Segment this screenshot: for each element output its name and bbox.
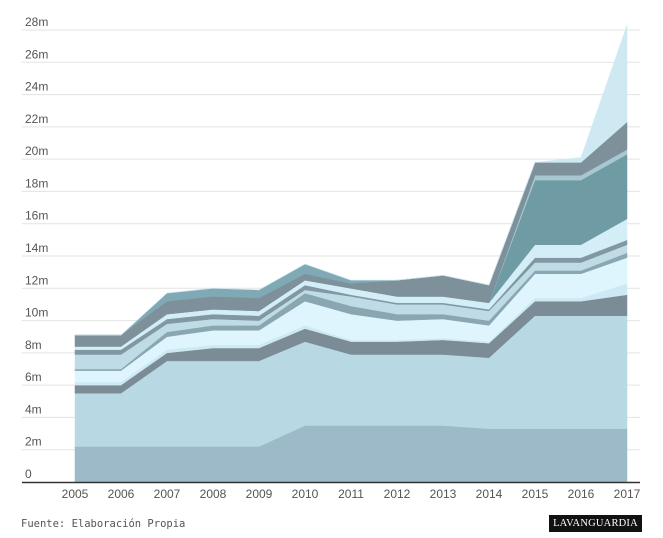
y-tick-label: 22m [25, 112, 48, 126]
x-tick-label: 2012 [384, 487, 411, 501]
y-tick-label: 0 [25, 467, 32, 481]
y-tick-label: 6m [25, 370, 42, 384]
y-tick-label: 8m [25, 338, 42, 352]
y-tick-label: 16m [25, 209, 48, 223]
y-tick-label: 2m [25, 435, 42, 449]
x-tick-label: 2015 [522, 487, 549, 501]
x-tick-label: 2009 [246, 487, 273, 501]
y-tick-label: 4m [25, 402, 42, 416]
x-tick-label: 2016 [568, 487, 595, 501]
y-tick-label: 10m [25, 306, 48, 320]
x-tick-label: 2005 [62, 487, 89, 501]
y-tick-label: 20m [25, 144, 48, 158]
x-tick-label: 2007 [154, 487, 181, 501]
stacked-area-chart: 02m4m6m8m10m12m14m16m18m20m22m24m26m28m … [22, 15, 641, 501]
x-tick-label: 2010 [292, 487, 319, 501]
x-axis-tick-labels: 2005 2006 2007 2008 2009 2010 2011 2012 2013 2014… [62, 487, 641, 501]
y-tick-label: 28m [25, 15, 48, 29]
y-axis-tick-labels: 0 2m 4m 6m 8m 10m 12m 14m 16m 18m 20m 22m 24m 26m 28m [25, 15, 48, 481]
x-tick-label: 2011 [338, 487, 364, 501]
x-tick-label: 2017 [614, 487, 641, 501]
x-tick-label: 2014 [476, 487, 503, 501]
y-tick-label: 12m [25, 273, 48, 287]
x-tick-label: 2013 [430, 487, 457, 501]
y-tick-label: 24m [25, 80, 48, 94]
publisher-logo: LAVANGUARDIA [549, 515, 642, 532]
x-tick-label: 2008 [200, 487, 227, 501]
source-note: Fuente: Elaboración Propia [21, 518, 186, 530]
area-series-14 [75, 25, 628, 336]
y-tick-label: 18m [25, 176, 48, 190]
y-tick-label: 26m [25, 47, 48, 61]
area-series [74, 25, 628, 483]
x-tick-label: 2006 [108, 487, 135, 501]
y-tick-label: 14m [25, 241, 48, 255]
